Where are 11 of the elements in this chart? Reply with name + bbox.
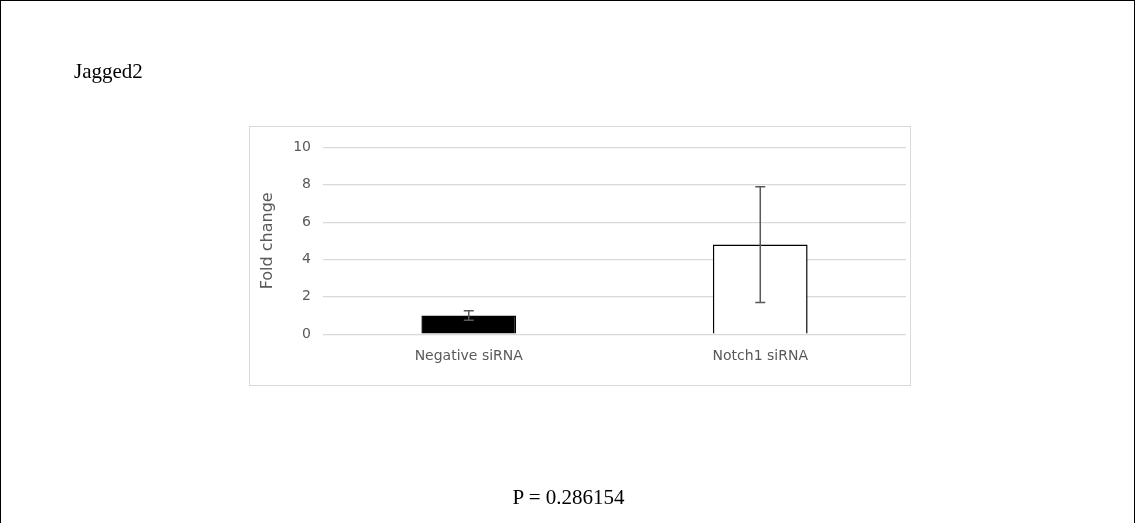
y-tick-label: 4 (302, 250, 312, 267)
text: P = 0.286154 (511, 485, 626, 510)
y-tick-label: 2 (302, 287, 312, 304)
y-tick-label: 10 (293, 138, 312, 155)
x-tick-label: Notch1 siRNA (712, 347, 809, 364)
text: Jagged2 (74, 59, 143, 84)
y-tick-label: 0 (302, 324, 312, 341)
y-axis-title: Fold change (256, 192, 276, 290)
x-tick-label: Negative siRNA (414, 347, 524, 364)
y-tick-label: 6 (302, 212, 312, 229)
y-tick-label: 8 (302, 175, 312, 192)
